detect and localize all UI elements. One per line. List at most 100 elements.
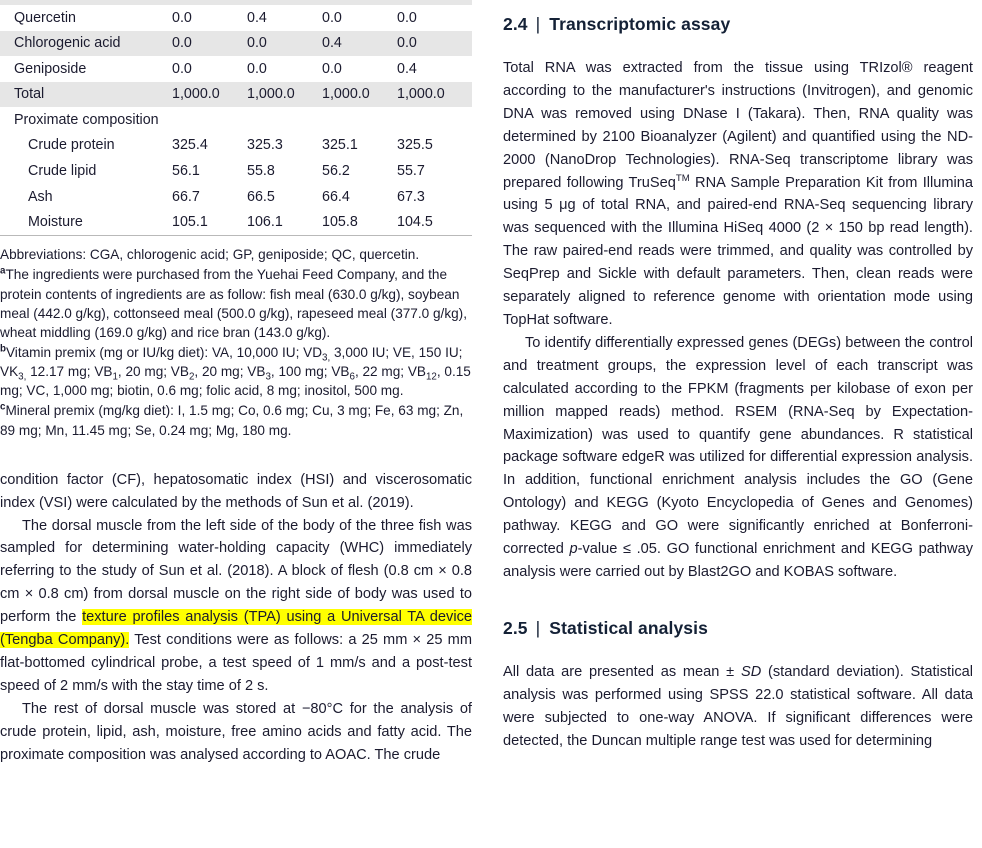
para-3-post: (standard deviation). Statistical analys… xyxy=(503,663,974,749)
row-value: 0.0 xyxy=(172,60,192,77)
spacer xyxy=(503,35,973,57)
para-2-post: Test conditions were as follows: a 25 mm… xyxy=(0,632,472,694)
row-value: 0.4 xyxy=(247,9,267,26)
row-value: 66.7 xyxy=(172,188,200,205)
fn-b-p6: , 100 mg; VB xyxy=(270,364,350,380)
trademark-superscript: TM xyxy=(675,172,690,184)
fn-b-p5: , 20 mg; VB xyxy=(194,364,266,380)
fn-b-s7: 12 xyxy=(425,371,437,383)
section-heading-2-4: 2.4 | Transcriptomic assay xyxy=(503,14,973,35)
fn-b-p2: 3,000 IU; VE, 150 IU; VK xyxy=(0,344,463,380)
row-value: 325.4 xyxy=(172,137,208,154)
section-heading-2-5: 2.5 | Statistical analysis xyxy=(503,618,973,639)
table-row: Crude lipid 56.1 55.8 56.2 55.7 xyxy=(0,158,472,184)
row-value xyxy=(397,107,472,133)
row-value: 0.0 xyxy=(172,30,247,57)
table-bottom-rule xyxy=(0,235,472,237)
spacer xyxy=(503,0,973,14)
row-value: 56.1 xyxy=(172,162,200,179)
footnote-c-text: Mineral premix (mg/kg diet): I, 1.5 mg; … xyxy=(0,403,464,438)
left-paragraph-1: condition factor (CF), hepatosomatic ind… xyxy=(0,471,472,511)
para-3-pre: All data are presented as mean ± xyxy=(503,663,741,680)
row-value: 0.0 xyxy=(397,30,472,57)
row-value: 0.0 xyxy=(322,60,342,77)
footnote-marker-b: b xyxy=(0,343,6,355)
row-label: Total xyxy=(0,81,172,108)
section-title: Statistical analysis xyxy=(549,617,708,638)
table-row: Chlorogenic acid 0.0 0.0 0.4 0.0 xyxy=(0,30,472,57)
para-1-pre: Total RNA was extracted from the tissue … xyxy=(503,60,973,191)
row-value: 1,000.0 xyxy=(247,81,322,108)
row-value: 325.1 xyxy=(322,137,358,154)
row-value: 56.2 xyxy=(322,162,350,179)
row-value: 66.5 xyxy=(247,188,275,205)
row-value: 104.5 xyxy=(397,214,433,231)
para-2-post: -value ≤ .05. GO functional enrichment a… xyxy=(503,541,973,580)
row-label: Crude protein xyxy=(28,137,115,154)
section-number: 2.4 xyxy=(503,14,528,34)
row-value: 325.3 xyxy=(247,137,283,154)
row-value: 0.0 xyxy=(247,30,322,57)
left-paragraph-3: The rest of dorsal muscle was stored at … xyxy=(0,700,472,763)
left-paragraph-2: The dorsal muscle from the left side of … xyxy=(0,515,472,698)
row-value xyxy=(172,107,247,133)
row-label: Geniposide xyxy=(14,60,87,77)
row-value: 0.0 xyxy=(397,9,417,26)
footnote-a: aThe ingredients were purchased from the… xyxy=(0,265,472,342)
table-row: Ash 66.7 66.5 66.4 67.3 xyxy=(0,184,472,210)
footnote-c: cMineral premix (mg/kg diet): I, 1.5 mg;… xyxy=(0,401,472,439)
row-value: 0.0 xyxy=(172,9,192,26)
fn-b-p3: 12.17 mg; VB xyxy=(26,364,113,380)
row-value: 105.8 xyxy=(322,214,358,231)
table-top-cut-row xyxy=(0,0,472,5)
row-value: 0.0 xyxy=(322,9,342,26)
footnote-b: bVitamin premix (mg or IU/kg diet): VA, … xyxy=(0,343,472,400)
row-value: 106.1 xyxy=(247,214,283,231)
fn-b-s4: 2 xyxy=(188,371,195,383)
row-label: Moisture xyxy=(28,214,83,231)
footnote-a-text: The ingredients were purchased from the … xyxy=(0,267,467,340)
section-separator: | xyxy=(535,14,541,34)
row-label: Quercetin xyxy=(14,9,76,26)
right-paragraph-2: To identify differentially expressed gen… xyxy=(503,332,973,584)
diet-composition-table: Quercetin 0.0 0.4 0.0 0.0 Chlorogenic ac… xyxy=(0,5,472,235)
row-value: 1,000.0 xyxy=(322,81,397,108)
para-1-post: RNA Sample Preparation Kit from Illumina… xyxy=(503,174,973,328)
table-row: Proximate composition xyxy=(0,107,472,133)
row-value: 105.1 xyxy=(172,214,208,231)
table-row: Total 1,000.0 1,000.0 1,000.0 1,000.0 xyxy=(0,81,472,108)
row-value: 1,000.0 xyxy=(397,81,472,108)
table-footnotes: Abbreviations: CGA, chlorogenic acid; GP… xyxy=(0,245,472,440)
row-value: 55.8 xyxy=(247,162,275,179)
spacer xyxy=(0,441,472,469)
row-value: 67.3 xyxy=(397,188,425,205)
fn-b-s5: 3 xyxy=(265,371,271,383)
fn-b-s2: 3, xyxy=(18,371,27,383)
row-value: 55.7 xyxy=(397,162,425,179)
row-value: 0.4 xyxy=(397,60,417,77)
table-row: Moisture 105.1 106.1 105.8 104.5 xyxy=(0,210,472,236)
fn-b-s6: 6 xyxy=(349,371,355,383)
footnote-marker-a: a xyxy=(0,265,6,277)
section-number: 2.5 xyxy=(503,617,528,638)
fn-b-p4: , 20 mg; VB xyxy=(117,364,189,380)
table-row: Geniposide 0.0 0.0 0.0 0.4 xyxy=(0,56,472,82)
table-row: Quercetin 0.0 0.4 0.0 0.0 xyxy=(0,5,472,31)
row-value xyxy=(247,107,322,133)
row-label: Ash xyxy=(28,188,53,205)
row-value: 1,000.0 xyxy=(172,81,247,108)
fn-b-p8: , 0.15 mg; VC, 1,000 mg; biotin, 0.6 mg;… xyxy=(0,364,471,399)
table-row: Crude protein 325.4 325.3 325.1 325.5 xyxy=(0,133,472,159)
row-value: 0.0 xyxy=(247,60,267,77)
spacer xyxy=(503,584,973,618)
footnote-abbreviations: Abbreviations: CGA, chlorogenic acid; GP… xyxy=(0,247,420,263)
row-value: 66.4 xyxy=(322,188,350,205)
para-2-pre: To identify differentially expressed gen… xyxy=(503,334,973,558)
fn-b-s3: 1 xyxy=(112,371,118,383)
row-label: Proximate composition xyxy=(14,111,159,128)
italic-sd-symbol: SD xyxy=(740,663,762,680)
footnote-marker-c: c xyxy=(0,401,6,413)
section-title: Transcriptomic assay xyxy=(549,14,731,34)
italic-p-symbol: p xyxy=(569,541,578,558)
